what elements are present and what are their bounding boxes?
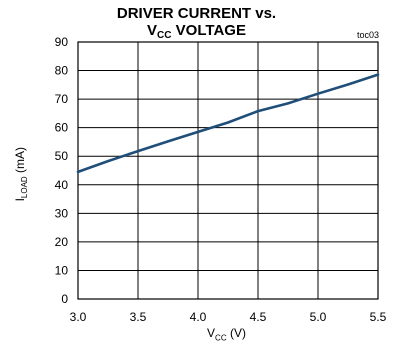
y-tick-label: 30 — [55, 206, 69, 220]
y-tick-label: 80 — [55, 64, 69, 78]
y-label-unit: (mA) — [12, 146, 27, 177]
y-tick-label: 90 — [55, 35, 69, 49]
y-tick-label: 10 — [55, 263, 69, 277]
y-tick-label: 40 — [55, 178, 69, 192]
x-label-sub: CC — [215, 333, 227, 343]
y-tick-label: 50 — [55, 149, 69, 163]
series-line — [76, 73, 380, 174]
x-tick-label: 3.0 — [70, 310, 87, 324]
y-tick-label: 20 — [55, 235, 69, 249]
y-label-sub: LOAD — [20, 176, 30, 199]
plot-frame — [77, 41, 379, 300]
title-voltage: VOLTAGE — [171, 22, 246, 39]
x-tick-label: 4.0 — [190, 310, 207, 324]
x-label-unit: (V) — [226, 326, 246, 340]
chart-title-line2: VCC VOLTAGE — [0, 23, 393, 44]
chart-title-line1: DRIVER CURRENT vs. — [116, 5, 277, 22]
x-tick-label: 5.5 — [370, 310, 387, 324]
y-tick-label: 0 — [61, 292, 68, 306]
y-label-main: I — [12, 198, 27, 202]
x-label-main: V — [207, 326, 216, 340]
y-axis-label: ILOAD (mA) — [13, 119, 29, 229]
y-tick-label: 70 — [55, 92, 69, 106]
x-tick-label: 5.0 — [310, 310, 327, 324]
x-axis-label: VCC (V) — [0, 326, 393, 342]
title-vcc-main: V — [147, 22, 158, 39]
x-tick-label: 4.5 — [250, 310, 267, 324]
x-tick-label: 3.5 — [130, 310, 147, 324]
y-tick-label: 60 — [55, 121, 69, 135]
figure-tag: toc03 — [356, 30, 379, 40]
title-vcc-sub: CC — [157, 30, 172, 41]
